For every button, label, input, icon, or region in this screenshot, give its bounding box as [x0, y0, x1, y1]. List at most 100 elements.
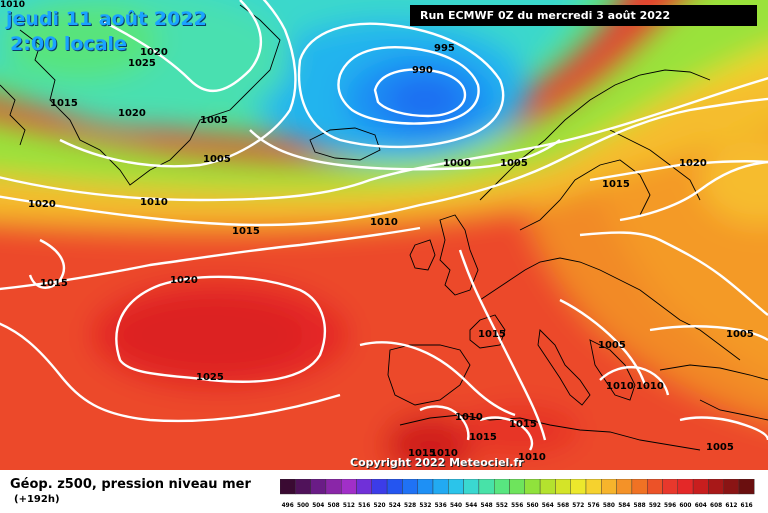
legend-swatch: [539, 479, 556, 495]
legend-tick-label: 524: [389, 503, 401, 509]
legend-tick-label: 504: [312, 503, 324, 509]
legend-swatch: [295, 479, 311, 495]
legend-swatch: [647, 479, 663, 495]
forecast-map: 1020 1025 1015 1020 1005 1005 995 990 10…: [0, 0, 768, 470]
legend-swatch: [478, 479, 495, 495]
isobar-label: 1010: [518, 452, 546, 463]
isobar-label: 1015: [509, 419, 537, 430]
corner-isobar-label: 1010: [0, 0, 26, 10]
isobar-label: 1010: [370, 217, 398, 228]
legend-swatch: [325, 479, 342, 495]
legend-tick-label: 576: [588, 503, 600, 509]
legend-tick-label: 608: [710, 503, 722, 509]
legend-tick-label: 564: [542, 503, 554, 509]
coastlines: [0, 4, 768, 451]
forecast-lead-time: (+192h): [14, 494, 60, 505]
isobar-label: 1025: [128, 58, 156, 69]
isobar-label: 1005: [598, 340, 626, 351]
isobar-label: 1015: [232, 226, 260, 237]
legend-swatch: [677, 479, 694, 495]
forecast-date: jeudi 11 août 2022: [6, 8, 207, 30]
copyright-notice: Copyright 2022 Meteociel.fr: [350, 456, 524, 469]
legend-tick-label: 536: [435, 503, 447, 509]
legend-swatch: [601, 479, 617, 495]
legend-tick-label: 540: [450, 503, 462, 509]
legend-tick-label: 544: [465, 503, 477, 509]
legend-tick-label: 568: [557, 503, 569, 509]
isobar-label: 995: [434, 43, 455, 54]
isobar-label: 1005: [706, 442, 734, 453]
isobar-label: 1015: [40, 278, 68, 289]
isobar-label: 1005: [726, 329, 754, 340]
legend-tick-label: 604: [695, 503, 707, 509]
isobar-label: 1010: [455, 412, 483, 423]
isobar-label: 1000: [443, 158, 471, 169]
isobar-label: 1020: [28, 199, 56, 210]
isobar-label: 1010: [636, 381, 664, 392]
isobar-label: 1015: [469, 432, 497, 443]
legend-swatch: [417, 479, 434, 495]
legend-tick-label: 560: [526, 503, 538, 509]
legend-swatch: [356, 479, 373, 495]
legend-swatch: [341, 479, 357, 495]
legend-swatch: [738, 479, 755, 495]
isobar-label: 1010: [140, 197, 168, 208]
legend-tick-label: 528: [404, 503, 416, 509]
legend-tick-label: 532: [419, 503, 431, 509]
legend-swatch: [570, 479, 587, 495]
legend-tick-label: 588: [634, 503, 646, 509]
legend-tick-label: 500: [297, 503, 309, 509]
legend-swatch: [585, 479, 602, 495]
isobar-label: 1025: [196, 372, 224, 383]
isobar-label: 1020: [170, 275, 198, 286]
isobar-label: 1015: [602, 179, 630, 190]
legend-tick-label: 516: [358, 503, 370, 509]
legend-swatch: [280, 479, 296, 495]
isobar-labels: 1020 1025 1015 1020 1005 1005 995 990 10…: [28, 43, 754, 463]
legend-swatch: [692, 479, 709, 495]
legend-tick-label: 592: [649, 503, 661, 509]
legend-swatch: [708, 479, 724, 495]
isobar-label: 990: [412, 65, 433, 76]
legend-swatch: [371, 479, 388, 495]
legend-swatch: [402, 479, 418, 495]
color-scale-legend: 496 500 504 508 512 516 520 524 528 532 536 540 544 5…: [280, 479, 755, 509]
isobar-label: 1020: [118, 108, 146, 119]
legend-tick-label: 616: [741, 503, 753, 509]
legend-swatch: [463, 479, 480, 495]
map-footer: Géop. z500, pression niveau mer (+192h) …: [0, 470, 768, 512]
isobar-label: 1010: [430, 448, 458, 459]
legend-tick-label: 548: [481, 503, 493, 509]
legend-swatch: [310, 479, 327, 495]
legend-swatch: [386, 479, 403, 495]
legend-swatch: [555, 479, 571, 495]
legend-swatch: [432, 479, 449, 495]
isobar-label: 1020: [679, 158, 707, 169]
legend-swatch: [631, 479, 648, 495]
legend-swatch: [723, 479, 740, 495]
legend-tick-label: 520: [373, 503, 385, 509]
isobar-label: 1005: [203, 154, 231, 165]
legend-swatch: [662, 479, 679, 495]
legend-tick-label: 596: [664, 503, 676, 509]
legend-tick-label: 496: [282, 503, 294, 509]
isobar-lines: [0, 0, 768, 451]
map-canvas: 1020 1025 1015 1020 1005 1005 995 990 10…: [0, 0, 768, 470]
geopotential-field: 1020 1025 1015 1020 1005 1005 995 990 10…: [0, 0, 768, 470]
legend-tick-label: 512: [343, 503, 355, 509]
legend-swatch: [448, 479, 464, 495]
legend-swatch: [524, 479, 541, 495]
legend-tick-label: 552: [496, 503, 508, 509]
legend-swatch: [509, 479, 526, 495]
isobar-label: 1020: [140, 47, 168, 58]
legend-tick-label: 580: [603, 503, 615, 509]
legend-tick-label: 556: [511, 503, 523, 509]
legend-tick-label: 612: [725, 503, 737, 509]
legend-tick-label: 600: [679, 503, 691, 509]
field-description: Géop. z500, pression niveau mer: [10, 477, 251, 492]
isobar-label: 1015: [50, 98, 78, 109]
legend-tick-label: 572: [572, 503, 584, 509]
legend-tick-label: 508: [328, 503, 340, 509]
isobar-label: 1010: [606, 381, 634, 392]
isobar-label: 1005: [500, 158, 528, 169]
